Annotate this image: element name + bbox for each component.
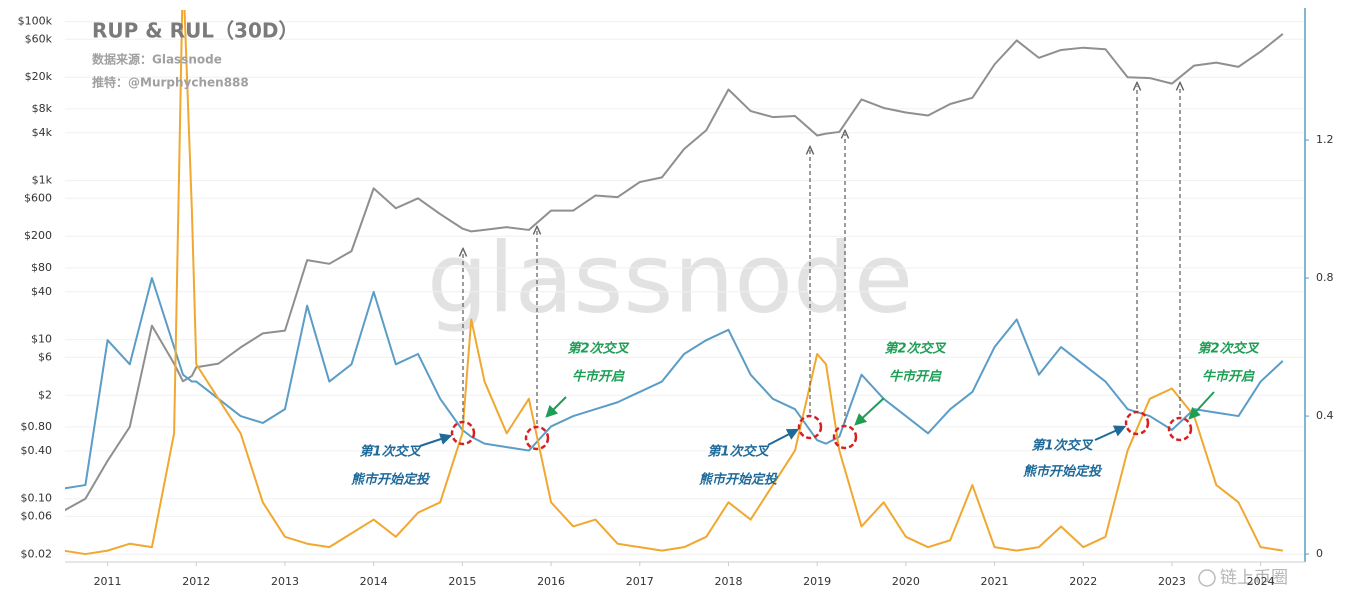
- series-line: [65, 33, 1284, 512]
- footer-icon: [1198, 569, 1216, 587]
- y-tick-label: $0.06: [21, 509, 53, 522]
- source: 数据来源：Glassnode: [92, 52, 222, 67]
- y2-tick-label: 0.8: [1316, 271, 1334, 284]
- y-tick-label: $0.80: [21, 420, 53, 433]
- annotation-text: 熊市开始定投: [351, 472, 431, 488]
- y-tick-label: $8k: [32, 102, 53, 115]
- annotation-text: 牛市开启: [1202, 369, 1255, 385]
- annotation-arrow: [767, 428, 800, 446]
- y-tick-label: $600: [24, 191, 52, 204]
- footer-watermark: 链上币圈: [1220, 568, 1288, 588]
- x-tick-label: 2015: [448, 575, 476, 588]
- x-tick-label: 2021: [981, 575, 1009, 588]
- y-tick-label: $6: [38, 350, 52, 363]
- y-tick-label: $20k: [25, 70, 53, 83]
- watermark: glassnode: [427, 222, 913, 334]
- x-tick-label: 2020: [892, 575, 920, 588]
- annotation-arrow: [854, 397, 885, 426]
- annotation-text: 第2次交叉: [884, 341, 946, 357]
- x-tick-label: 2014: [360, 575, 388, 588]
- x-tick-label: 2012: [182, 575, 210, 588]
- x-tick-label: 2019: [803, 575, 831, 588]
- chart-title: RUP & RUL（30D）: [92, 19, 298, 43]
- annotation-text: 熊市开始定投: [1023, 464, 1103, 480]
- annotation-text: 牛市开启: [572, 369, 625, 385]
- x-tick-label: 2022: [1069, 575, 1097, 588]
- y-tick-label: $10: [31, 333, 52, 346]
- y2-tick-label: 0: [1316, 547, 1323, 560]
- x-tick-label: 2011: [94, 575, 122, 588]
- cross-marker: [832, 424, 858, 450]
- plot-area: [65, 10, 1284, 556]
- x-tick-label: 2023: [1158, 575, 1186, 588]
- annotation-text: 熊市开始定投: [699, 472, 779, 488]
- x-tick-label: 2024: [1247, 575, 1275, 588]
- annotation-arrow: [1094, 425, 1127, 441]
- grid: [65, 21, 1305, 555]
- y-tick-label: $1k: [32, 174, 53, 187]
- y-tick-label: $40: [31, 285, 52, 298]
- annotation-text: 第1次交叉: [1031, 438, 1093, 454]
- annotation-text: 第2次交叉: [567, 341, 629, 357]
- series-line: [65, 277, 1284, 490]
- y-tick-label: $80: [31, 261, 52, 274]
- y2-tick-label: 0.4: [1316, 409, 1334, 422]
- x-tick-label: 2017: [626, 575, 654, 588]
- y-tick-label: $0.02: [21, 547, 53, 560]
- annotation-text: 牛市开启: [889, 369, 942, 385]
- annotation-text: 第1次交叉: [359, 444, 421, 460]
- cross-marker: [797, 414, 823, 440]
- y-tick-label: $100k: [18, 15, 53, 28]
- cross-marker: [524, 425, 550, 451]
- x-tick-label: 2013: [271, 575, 299, 588]
- annotation-text: 第2次交叉: [1197, 341, 1259, 357]
- y-tick-label: $4k: [32, 126, 53, 139]
- y2-tick-label: 1.2: [1316, 133, 1334, 146]
- x-tick-label: 2018: [714, 575, 742, 588]
- y-tick-label: $0.10: [21, 492, 53, 505]
- author: 推特：@Murphychen888: [92, 75, 249, 90]
- cross-marker: [1124, 410, 1150, 436]
- series-line: [65, 10, 1283, 556]
- cross-marker: [450, 420, 476, 446]
- annotation-arrow: [1188, 391, 1215, 420]
- y-tick-label: $200: [24, 229, 52, 242]
- annotation-arrow: [419, 433, 453, 447]
- cross-marker: [1167, 416, 1193, 442]
- x-tick-label: 2016: [537, 575, 565, 588]
- y-tick-label: $60k: [25, 32, 53, 45]
- y-tick-label: $0.40: [21, 444, 53, 457]
- annotation-arrow: [545, 396, 567, 418]
- annotation-text: 第1次交叉: [707, 444, 769, 460]
- y-tick-label: $2: [38, 388, 52, 401]
